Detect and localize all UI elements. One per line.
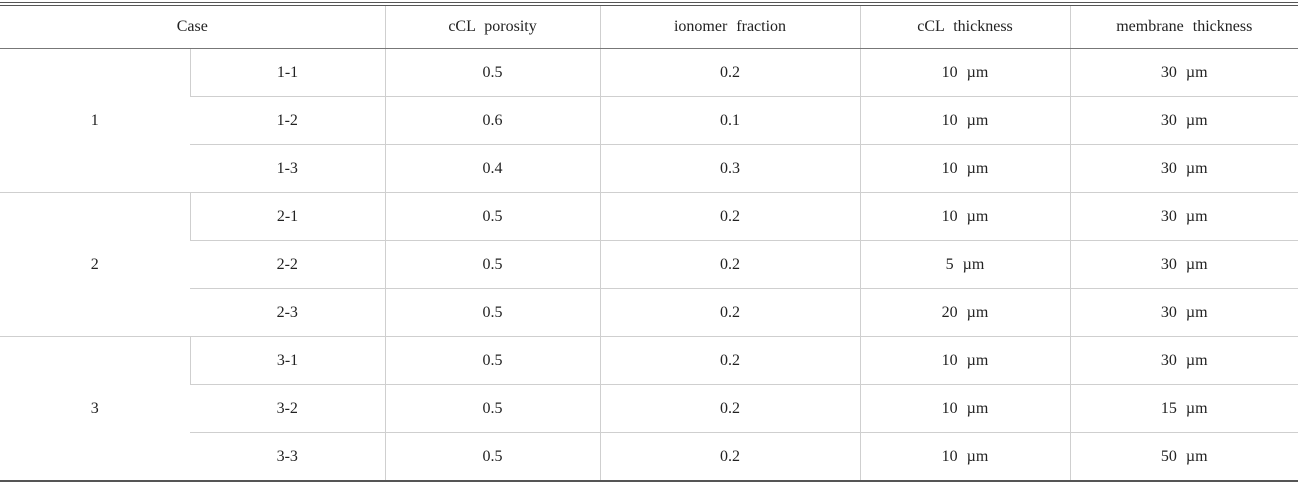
table-cell: 30 µm	[1069, 96, 1298, 145]
table-cell: 30 µm	[1069, 240, 1298, 289]
table-cell: 0.2	[599, 240, 861, 289]
table-cell: 10 µm	[859, 384, 1071, 433]
table-cell: 0.5	[384, 432, 601, 482]
top-rule	[0, 2, 1298, 6]
table-cell: 1-3	[190, 144, 386, 193]
data-table: Case cCL porosity ionomer fraction cCL thic…	[0, 6, 1298, 482]
table-cell: 10 µm	[859, 336, 1071, 385]
table-row: 2-3 0.5 0.2 20 µm 30 µm	[0, 288, 1298, 337]
table-cell: 0.2	[599, 384, 861, 433]
table-cell: 0.5	[384, 336, 601, 385]
table-cell: 30 µm	[1069, 336, 1298, 385]
table-cell: 0.2	[599, 288, 861, 337]
table-cell: 2-2	[190, 240, 386, 289]
table-cell: 10 µm	[859, 432, 1071, 482]
table-cell: 0.2	[599, 432, 861, 482]
table-cell: 20 µm	[859, 288, 1071, 337]
header-row: Case cCL porosity ionomer fraction cCL thic…	[0, 6, 1298, 49]
table-row: 3-3 0.5 0.2 10 µm 50 µm	[0, 432, 1298, 482]
table-cell: 1-1	[189, 48, 386, 97]
table-cell: 30 µm	[1069, 48, 1298, 97]
table-cell: 30 µm	[1069, 192, 1298, 241]
table-cell: 3-1	[189, 336, 386, 385]
table-cell: 5 µm	[859, 240, 1071, 289]
table-cell: 0.4	[384, 144, 601, 193]
table-cell: 0.5	[384, 240, 601, 289]
table-cell: 0.5	[384, 288, 601, 337]
table-cell: 30 µm	[1069, 288, 1298, 337]
table-cell: 10 µm	[859, 48, 1071, 97]
table-cell: 2-3	[190, 288, 386, 337]
group-cell: 3	[0, 336, 190, 482]
table-cell: 10 µm	[859, 144, 1071, 193]
table-cell: 0.3	[599, 144, 861, 193]
table-cell: 0.5	[384, 48, 601, 97]
table-cell: 15 µm	[1069, 384, 1298, 433]
table-row: 1 1-1 0.5 0.2 10 µm 30 µm	[0, 48, 1298, 193]
table-cell: 0.5	[384, 384, 601, 433]
table-cell: 0.2	[599, 48, 861, 97]
group-cell: 1	[0, 48, 190, 193]
header-cell: Case	[0, 6, 386, 49]
group-cell: 2	[0, 192, 190, 337]
table-row: 3 3-1 0.5 0.2 10 µm 30 µm	[0, 336, 1298, 482]
table-row: 2-2 0.5 0.2 5 µm 30 µm	[0, 240, 1298, 289]
table-cell: 30 µm	[1069, 144, 1298, 193]
table-cell: 10 µm	[859, 96, 1071, 145]
table-cell: 0.6	[384, 96, 601, 145]
table-cell: 10 µm	[859, 192, 1071, 241]
header-cell: cCL porosity	[384, 6, 601, 49]
table-cell: 50 µm	[1069, 432, 1298, 482]
table-row: 2 2-1 0.5 0.2 10 µm 30 µm	[0, 192, 1298, 337]
table-cell: 0.2	[599, 336, 861, 385]
table-cell: 3-3	[190, 432, 386, 482]
header-cell: cCL thickness	[859, 6, 1071, 49]
table-cell: 3-2	[190, 384, 386, 433]
table-row: 1-3 0.4 0.3 10 µm 30 µm	[0, 144, 1298, 193]
table-body: 1 1-1 0.5 0.2 10 µm 30 µm 1-2 0.6 0.1 10 µm 30 µm 1…	[0, 48, 1298, 482]
table-cell: 0.1	[599, 96, 861, 145]
table-row: 3-2 0.5 0.2 10 µm 15 µm	[0, 384, 1298, 433]
table-cell: 0.2	[599, 192, 861, 241]
header-cell: ionomer fraction	[599, 6, 861, 49]
table-cell: 0.5	[384, 192, 601, 241]
table-cell: 1-2	[190, 96, 386, 145]
table-row: 1-2 0.6 0.1 10 µm 30 µm	[0, 96, 1298, 145]
table-cell: 2-1	[189, 192, 386, 241]
header-cell: membrane thickness	[1069, 6, 1298, 49]
